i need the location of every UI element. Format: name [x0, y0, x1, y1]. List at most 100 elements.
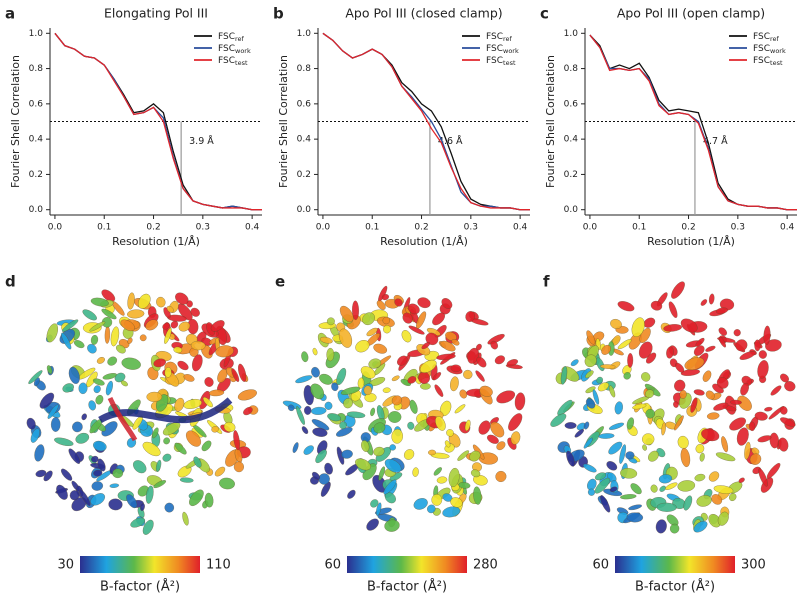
x-tick-label: 0.1: [632, 223, 646, 233]
helix: [655, 519, 667, 534]
legend-subscript: test: [235, 59, 248, 67]
helix: [784, 381, 796, 392]
helix: [87, 343, 97, 354]
helix: [142, 519, 154, 535]
helix: [619, 444, 626, 464]
helix: [487, 434, 499, 444]
helix: [130, 517, 146, 528]
helix: [701, 428, 720, 442]
helix: [376, 300, 386, 310]
helix: [494, 355, 505, 365]
helix: [389, 444, 396, 451]
helix: [170, 320, 179, 329]
helix: [69, 490, 80, 501]
helix: [419, 359, 437, 373]
helix: [729, 493, 737, 502]
helix: [101, 308, 117, 320]
helix: [679, 389, 687, 399]
helix: [433, 467, 442, 476]
helix: [713, 402, 729, 411]
helix: [713, 485, 734, 494]
helix: [586, 330, 596, 345]
helix: [412, 467, 419, 477]
legend-subscript: test: [503, 59, 516, 67]
helix: [473, 486, 482, 505]
helix: [179, 477, 194, 483]
y-axis-label: Fourier Shell Correlation: [9, 55, 22, 188]
legend-subscript: work: [235, 47, 251, 55]
helix: [600, 364, 616, 369]
y-tick-label: 0.4: [29, 135, 44, 145]
helix: [440, 340, 456, 352]
helix: [592, 389, 600, 405]
y-tick-label: 1.0: [29, 29, 44, 39]
helix: [475, 370, 485, 382]
y-tick-label: 0.2: [297, 170, 311, 180]
helix: [394, 298, 403, 307]
fsc-line: [589, 34, 797, 211]
helix: [496, 441, 506, 451]
helix: [88, 400, 96, 411]
helix: [400, 379, 411, 386]
helix: [448, 467, 460, 488]
legend-label: FSCref: [218, 32, 245, 44]
helix: [442, 506, 461, 518]
y-tick-label: 0.8: [29, 64, 44, 74]
helix: [164, 367, 172, 378]
helix: [315, 449, 327, 464]
helix: [116, 344, 126, 354]
helix: [319, 336, 333, 344]
helix: [495, 470, 507, 483]
helix: [178, 321, 191, 332]
helix: [373, 446, 385, 457]
helix: [402, 312, 413, 324]
helix: [623, 372, 631, 380]
helix: [383, 479, 397, 495]
protein-structure: [26, 289, 259, 535]
helix: [373, 343, 388, 354]
x-tick-label: 0.0: [583, 223, 598, 233]
x-tick-label: 0.2: [681, 223, 695, 233]
helix: [177, 360, 189, 371]
helix: [570, 359, 579, 367]
helix: [663, 324, 682, 332]
helix: [233, 430, 240, 451]
helix: [700, 299, 708, 306]
rna: [107, 396, 138, 442]
helix: [407, 376, 417, 384]
x-axis-label: Resolution (1/Å): [112, 235, 200, 248]
helix: [47, 404, 59, 419]
helix: [583, 421, 590, 430]
colorbar-min: 60: [324, 558, 341, 573]
helix: [665, 482, 678, 490]
helix: [757, 360, 769, 379]
helix: [693, 389, 705, 396]
chart-title: Elongating Pol III: [104, 6, 208, 21]
helix: [598, 433, 615, 439]
helix: [656, 502, 677, 512]
helix: [614, 401, 623, 415]
helix: [650, 300, 663, 311]
helix: [717, 511, 729, 526]
colorbar-max: 300: [741, 558, 766, 573]
helix: [391, 428, 403, 444]
helix: [162, 322, 170, 330]
helix: [96, 357, 105, 364]
helix: [557, 399, 573, 416]
helix: [219, 477, 235, 490]
helix: [26, 417, 36, 430]
helix: [721, 436, 729, 453]
x-axis-label: Resolution (1/Å): [380, 235, 468, 248]
resolution-label: 4.6 Å: [438, 135, 463, 147]
x-tick-label: 0.4: [780, 223, 795, 233]
helix: [754, 339, 761, 352]
fsc-line: [54, 32, 262, 211]
helix: [627, 353, 634, 368]
helix: [631, 317, 645, 337]
y-tick-label: 1.0: [297, 29, 312, 39]
helix: [677, 480, 696, 492]
protein-structure: [550, 281, 796, 534]
helix: [428, 449, 436, 456]
helix: [105, 380, 113, 396]
helix: [608, 441, 623, 455]
